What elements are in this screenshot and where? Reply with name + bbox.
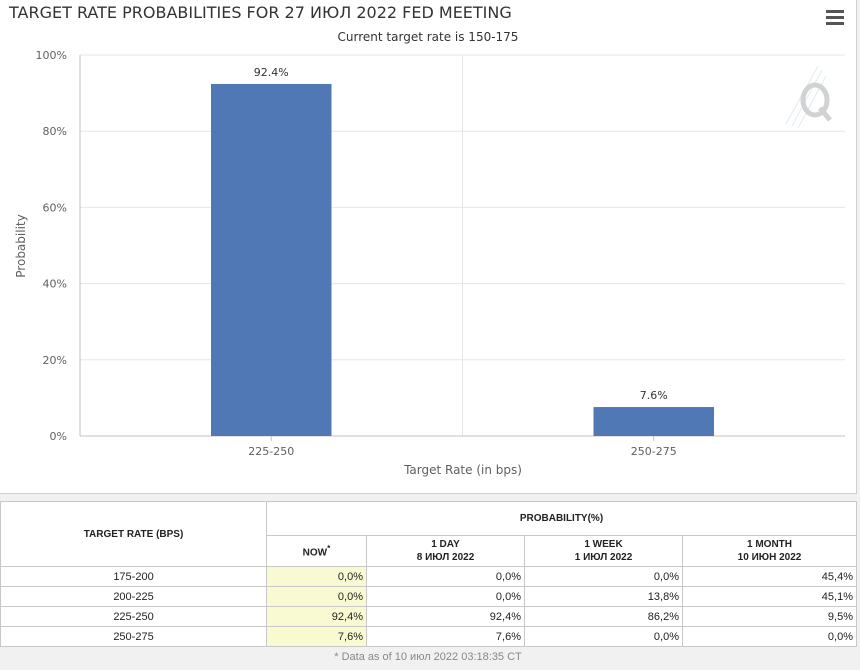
column-header-1-week: 1 WEEK 1 ИЮЛ 2022 xyxy=(524,535,683,567)
probability-cell: 86,2% xyxy=(524,606,683,627)
probability-cell: 13,8% xyxy=(524,586,683,607)
rate-cell: 250-275 xyxy=(0,626,267,647)
table-row: 225-250 92,4% 92,4% 86,2% 9,5% xyxy=(0,606,857,627)
table-row: 200-225 0,0% 0,0% 13,8% 45,1% xyxy=(0,586,857,607)
x-tick-label: 225-250 xyxy=(248,445,294,458)
rate-cell: 225-250 xyxy=(0,606,267,627)
column-header-now: NOW* xyxy=(266,535,367,567)
rate-cell: 175-200 xyxy=(0,566,267,587)
probability-cell: 0,0% xyxy=(366,566,525,587)
column-header-1-month: 1 MONTH 10 ИЮН 2022 xyxy=(682,535,857,567)
y-tick-label: 80% xyxy=(43,125,67,138)
rate-cell: 200-225 xyxy=(0,586,267,607)
probability-cell: 0,0% xyxy=(266,566,367,587)
probability-cell: 7,6% xyxy=(266,626,367,647)
probability-cell: 0,0% xyxy=(524,566,683,587)
probability-table: TARGET RATE (BPS) PROBABILITY(%) NOW* 1 D… xyxy=(0,501,857,647)
column-header-1-day: 1 DAY 8 ИЮЛ 2022 xyxy=(366,535,525,567)
probability-header: PROBABILITY(%) xyxy=(266,501,857,536)
table-row: 175-200 0,0% 0,0% 0,0% 45,4% xyxy=(0,566,857,587)
bar-chart: 0% 20% 40% 60% 80% 100% 92.4% 225-250 7.6% 250-27… xyxy=(14,49,845,477)
probability-cell: 0,0% xyxy=(682,626,857,647)
chart-title: TARGET RATE PROBABILITIES FOR 27 ИЮЛ 202… xyxy=(9,3,512,22)
y-tick-label: 100% xyxy=(36,49,67,62)
probability-cell: 45,1% xyxy=(682,586,857,607)
probability-cell: 0,0% xyxy=(524,626,683,647)
data-label: 92.4% xyxy=(254,66,289,79)
bar-250-275[interactable] xyxy=(593,407,714,436)
data-timestamp-note: * Data as of 10 июл 2022 03:18:35 CT xyxy=(334,651,522,663)
chart-subtitle: Current target rate is 150-175 xyxy=(337,30,519,44)
probability-cell: 9,5% xyxy=(682,606,857,627)
hamburger-menu-icon[interactable] xyxy=(826,10,844,26)
probability-cell: 45,4% xyxy=(682,566,857,587)
y-axis-title: Probability xyxy=(14,214,28,277)
y-tick-label: 0% xyxy=(50,430,67,443)
target-rate-header: TARGET RATE (BPS) xyxy=(0,501,267,567)
probability-cell: 92,4% xyxy=(266,606,367,627)
quikstrike-watermark-icon xyxy=(785,65,832,129)
x-axis-title: Target Rate (in bps) xyxy=(403,463,522,477)
y-tick-label: 40% xyxy=(43,278,67,291)
probability-cell: 7,6% xyxy=(366,626,525,647)
y-tick-label: 20% xyxy=(43,354,67,367)
asterisk-marker: * xyxy=(327,543,331,554)
table-row: 250-275 7,6% 7,6% 0,0% 0,0% xyxy=(0,626,857,647)
data-label: 7.6% xyxy=(640,389,668,402)
y-tick-label: 60% xyxy=(43,201,67,214)
bar-225-250[interactable] xyxy=(211,83,332,437)
probability-cell: 0,0% xyxy=(266,586,367,607)
probability-cell: 92,4% xyxy=(366,606,525,627)
x-tick-label: 250-275 xyxy=(631,445,677,458)
chart-panel: 0% 20% 40% 60% 80% 100% 92.4% 225-250 7.6% 250-27… xyxy=(0,0,857,494)
probability-cell: 0,0% xyxy=(366,586,525,607)
